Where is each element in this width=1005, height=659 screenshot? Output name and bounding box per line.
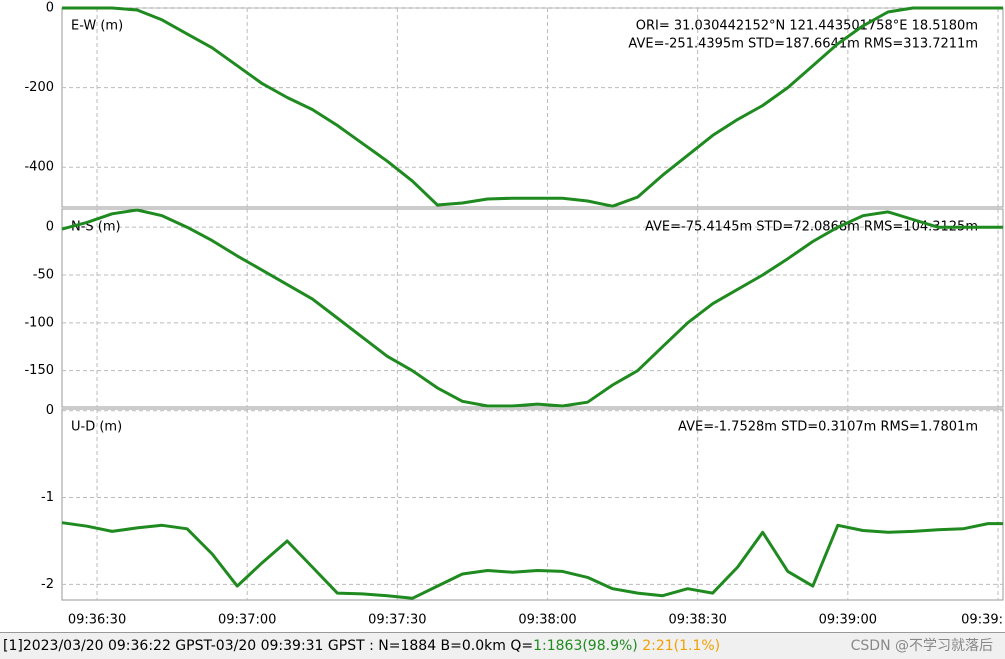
y-tick-label: 0 bbox=[46, 220, 54, 235]
stats-annotation: ORI= 31.030442152°N 121.443501758°E 18.5… bbox=[636, 19, 978, 34]
panel-frame bbox=[61, 7, 1004, 208]
y-tick-label: -2 bbox=[41, 577, 54, 592]
data-line bbox=[61, 521, 1003, 600]
y-tick-label: -100 bbox=[24, 315, 54, 330]
x-tick-label: 09:39: bbox=[961, 613, 1003, 628]
x-tick-label: 09:36:30 bbox=[68, 613, 126, 628]
stats-annotation: AVE=-75.4145m STD=72.0868m RMS=104.3125m bbox=[645, 220, 978, 235]
panel-frame bbox=[61, 208, 1004, 408]
panel-label: U-D (m) bbox=[71, 420, 122, 435]
x-tick-label: 09:37:00 bbox=[218, 613, 276, 628]
status-text: [1]2023/03/20 09:36:22 GPST-03/20 09:39:… bbox=[3, 638, 534, 654]
y-tick-label: 0 bbox=[46, 1, 54, 16]
panel-label: E-W (m) bbox=[71, 19, 123, 34]
panel-frame bbox=[61, 408, 1004, 601]
x-tick-label: 09:38:00 bbox=[518, 613, 576, 628]
stats-annotation: AVE=-1.7528m STD=0.3107m RMS=1.7801m bbox=[678, 420, 978, 435]
status-bar: [1]2023/03/20 09:36:22 GPST-03/20 09:39:… bbox=[0, 632, 1005, 659]
status-q2: 2:21(1.1%) bbox=[642, 638, 721, 654]
y-tick-label: -400 bbox=[24, 160, 54, 175]
data-line bbox=[62, 6, 1003, 208]
y-tick-label: 0 bbox=[46, 403, 54, 418]
stats-annotation: AVE=-251.4395m STD=187.6641m RMS=313.721… bbox=[628, 37, 978, 52]
x-tick-label: 09:37:30 bbox=[368, 613, 426, 628]
y-tick-label: -150 bbox=[24, 363, 54, 378]
data-line bbox=[61, 208, 1003, 408]
x-tick-label: 09:38:30 bbox=[668, 613, 726, 628]
y-tick-label: -50 bbox=[33, 268, 54, 283]
status-q1: 1:1863(98.9%) bbox=[533, 638, 638, 654]
x-tick-label: 09:39:00 bbox=[819, 613, 877, 628]
y-tick-label: -200 bbox=[24, 80, 54, 95]
panel-label: N-S (m) bbox=[71, 220, 121, 235]
watermark: CSDN @不学习就落后 bbox=[850, 638, 993, 654]
y-tick-label: -1 bbox=[41, 490, 54, 505]
